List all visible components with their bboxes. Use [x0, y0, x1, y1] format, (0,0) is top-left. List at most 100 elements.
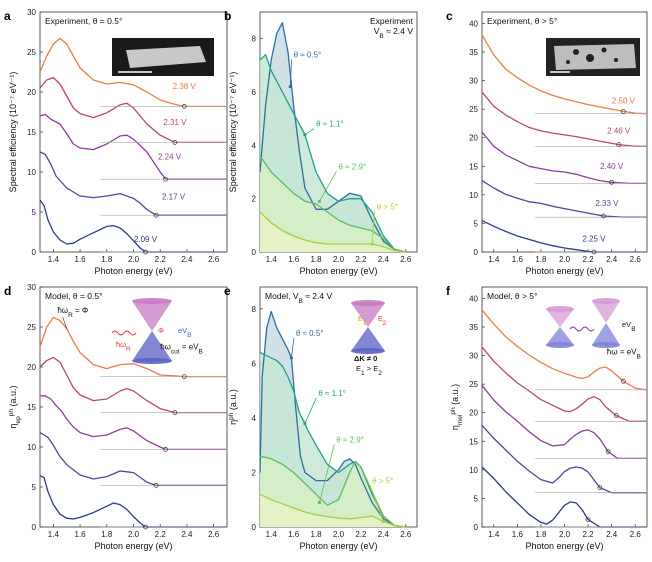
y-tick-label: 30 [469, 352, 478, 361]
y-tick-label: 5 [474, 219, 479, 228]
series-line-2 [259, 455, 406, 528]
series-line-3 [481, 346, 647, 422]
x-tick-label: 2.6 [630, 530, 642, 539]
cone-left-rim [546, 306, 574, 312]
x-tick-label: 2.4 [378, 530, 390, 539]
series-line-1 [259, 351, 406, 528]
series-label-0: θ ≈ 0.5° [296, 329, 324, 338]
panel-b: 1.4 1.6 1.8 2.0 2.2 2.4 2.6 0 2 4 6 8 Photon energy … [224, 9, 418, 276]
x-tick-label: 1.6 [512, 255, 524, 264]
y-tick-label: 25 [27, 48, 36, 57]
series-line-4 [39, 316, 227, 378]
series-label-3: θ > 5° [377, 202, 398, 211]
cutoff-marker-1 [153, 483, 159, 488]
hole-3 [614, 58, 618, 62]
cutoff-marker-2 [163, 447, 168, 452]
y-tick-label: 6 [252, 88, 257, 97]
label-leader-3 [371, 211, 376, 245]
cutoff-marker-1 [597, 485, 603, 490]
y-axis-label: Spectral efficiency (10⁻⁷ eV⁻¹) [8, 72, 18, 193]
y-tick-label: 10 [469, 191, 478, 200]
y-tick-label: 4 [252, 141, 257, 150]
x-tick-label: 2.6 [208, 255, 220, 264]
y-tick-label: 0 [32, 248, 37, 257]
series-label-1: θ ≈ 1.1° [316, 120, 344, 129]
panel-title: Experiment, θ > 5° [487, 16, 557, 26]
y-tick-label: 4 [252, 414, 257, 423]
phi-label: Φ [158, 326, 164, 335]
cutoff-marker-3 [172, 140, 178, 145]
series-line-3 [39, 356, 227, 414]
hole-1 [586, 54, 594, 62]
y-tick-label: 20 [469, 409, 478, 418]
series-label-1: 2.33 V [595, 199, 619, 208]
series-line-0 [259, 310, 406, 528]
label-point-2 [317, 199, 322, 203]
series-label-0: 2.25 V [582, 235, 606, 244]
series-label-2: 2.24 V [158, 152, 182, 161]
x-tick-label: 1.4 [48, 530, 60, 539]
series-label-1: θ ≈ 1.1° [318, 389, 346, 398]
series-label-2: θ ≈ 2.9° [336, 435, 364, 444]
series-label-4: 2.38 V [173, 82, 197, 91]
panel-a: 1.4 1.6 1.8 2.0 2.2 2.4 2.6 0 5 10 15 20 25 30 Photon … [4, 8, 228, 276]
y-tick-label: 15 [469, 437, 478, 446]
series-label-0: θ ≈ 0.5° [294, 50, 322, 59]
y-tick-label: 25 [469, 105, 478, 114]
x-tick-label: 1.8 [311, 255, 323, 264]
x-tick-label: 2.6 [400, 530, 412, 539]
dirac-cone-rim [132, 298, 172, 304]
x-tick-label: 1.8 [101, 255, 113, 264]
x-tick-label: 2.2 [583, 530, 595, 539]
series-label-2: θ ≈ 2.9° [339, 162, 367, 171]
x-tick-label: 2.2 [155, 255, 167, 264]
y-tick-label: 15 [469, 162, 478, 171]
x-tick-label: 2.4 [378, 255, 390, 264]
cone-right-lower [592, 323, 620, 345]
series-line-0 [481, 220, 647, 253]
series-line-2 [39, 113, 227, 180]
series-line-4 [39, 37, 227, 108]
series-line-2 [481, 131, 647, 185]
cutoff-marker-1 [601, 213, 606, 219]
label-leader-1 [304, 128, 315, 136]
label-point-2 [317, 500, 322, 505]
cutoff-marker-0 [591, 249, 597, 255]
y-tick-label: 10 [27, 168, 36, 177]
label-leader-1 [304, 397, 317, 424]
series-line-3 [259, 493, 406, 528]
panel-letter: b [224, 9, 231, 23]
y-tick-label: 0 [474, 248, 479, 257]
y-tick-label: 5 [474, 494, 479, 503]
cone-left-upper [546, 309, 574, 327]
panel-letter: c [446, 9, 453, 23]
panel-letter: d [4, 284, 11, 298]
x-tick-label: 1.4 [48, 255, 60, 264]
hole-2 [601, 47, 607, 53]
x-tick-label: 1.4 [266, 530, 278, 539]
label-leader-0 [289, 59, 293, 87]
x-axis-label: Photon energy (eV) [299, 541, 377, 551]
cutoff-marker-0 [143, 249, 148, 255]
energy-relation-label: E1 > E2 [356, 364, 382, 377]
series-label-1: 2.17 V [162, 192, 186, 201]
y-tick-label: 8 [252, 305, 257, 314]
x-tick-label: 2.4 [181, 255, 193, 264]
x-tick-label: 1.8 [535, 530, 547, 539]
y-tick-label: 30 [469, 77, 478, 86]
x-tick-label: 1.6 [512, 530, 524, 539]
cutoff-marker-2 [605, 449, 611, 454]
y-tick-label: 25 [469, 380, 478, 389]
y-tick-label: 20 [27, 363, 36, 372]
panel-letter: e [224, 284, 231, 298]
x-tick-label: 1.4 [266, 255, 278, 264]
x-tick-label: 2.2 [155, 530, 167, 539]
x-axis-label: Photon energy (eV) [525, 266, 603, 276]
series-area-3 [260, 212, 406, 252]
series-line-4 [481, 34, 648, 115]
y-tick-label: 30 [27, 8, 36, 17]
hole-4 [566, 60, 570, 64]
x-axis-label: Photon energy (eV) [94, 541, 172, 551]
y-tick-label: 6 [252, 359, 257, 368]
